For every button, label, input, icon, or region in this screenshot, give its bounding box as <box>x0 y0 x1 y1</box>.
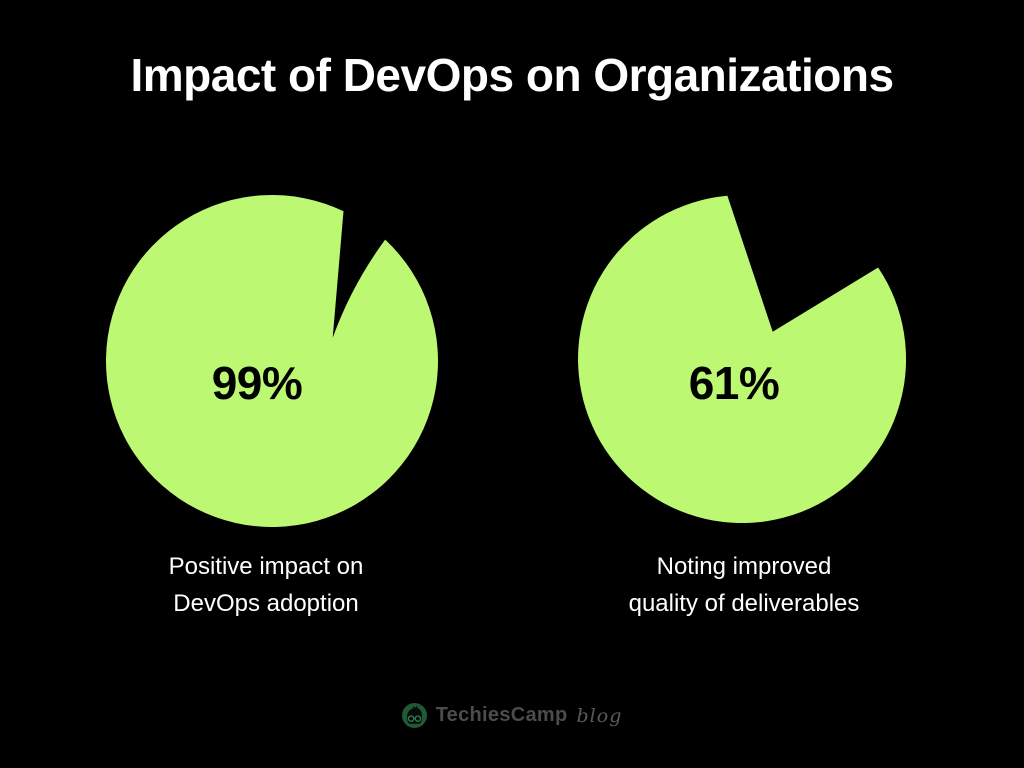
pie-shape-99 <box>106 195 438 527</box>
pie-slice-99 <box>106 195 438 527</box>
caption-line: Positive impact on <box>168 553 364 580</box>
caption-line: quality of deliverables <box>628 590 860 617</box>
brand-name: TechiesCamp <box>435 704 568 726</box>
pie-caption-deliverables-quality: Noting improved quality of deliverables <box>578 548 910 622</box>
pie-shape-61 <box>578 195 906 523</box>
page-title: Impact of DevOps on Organizations <box>130 49 894 101</box>
pie-chart-devops-adoption: 99% <box>106 195 438 527</box>
pie-chart-deliverables-quality: 61% <box>578 195 906 523</box>
caption-line: DevOps adoption <box>173 590 359 617</box>
pie-slice-61 <box>578 195 906 523</box>
techiescamp-face-icon <box>401 703 427 728</box>
brand-suffix: blog <box>576 704 623 727</box>
pie-value-label: 61% <box>688 357 780 409</box>
footer-branding: TechiesCamp blog <box>0 703 1024 728</box>
caption-line: Noting improved <box>656 553 832 580</box>
pie-value-label: 99% <box>211 357 303 409</box>
pie-caption-devops-adoption: Positive impact on DevOps adoption <box>100 548 432 622</box>
